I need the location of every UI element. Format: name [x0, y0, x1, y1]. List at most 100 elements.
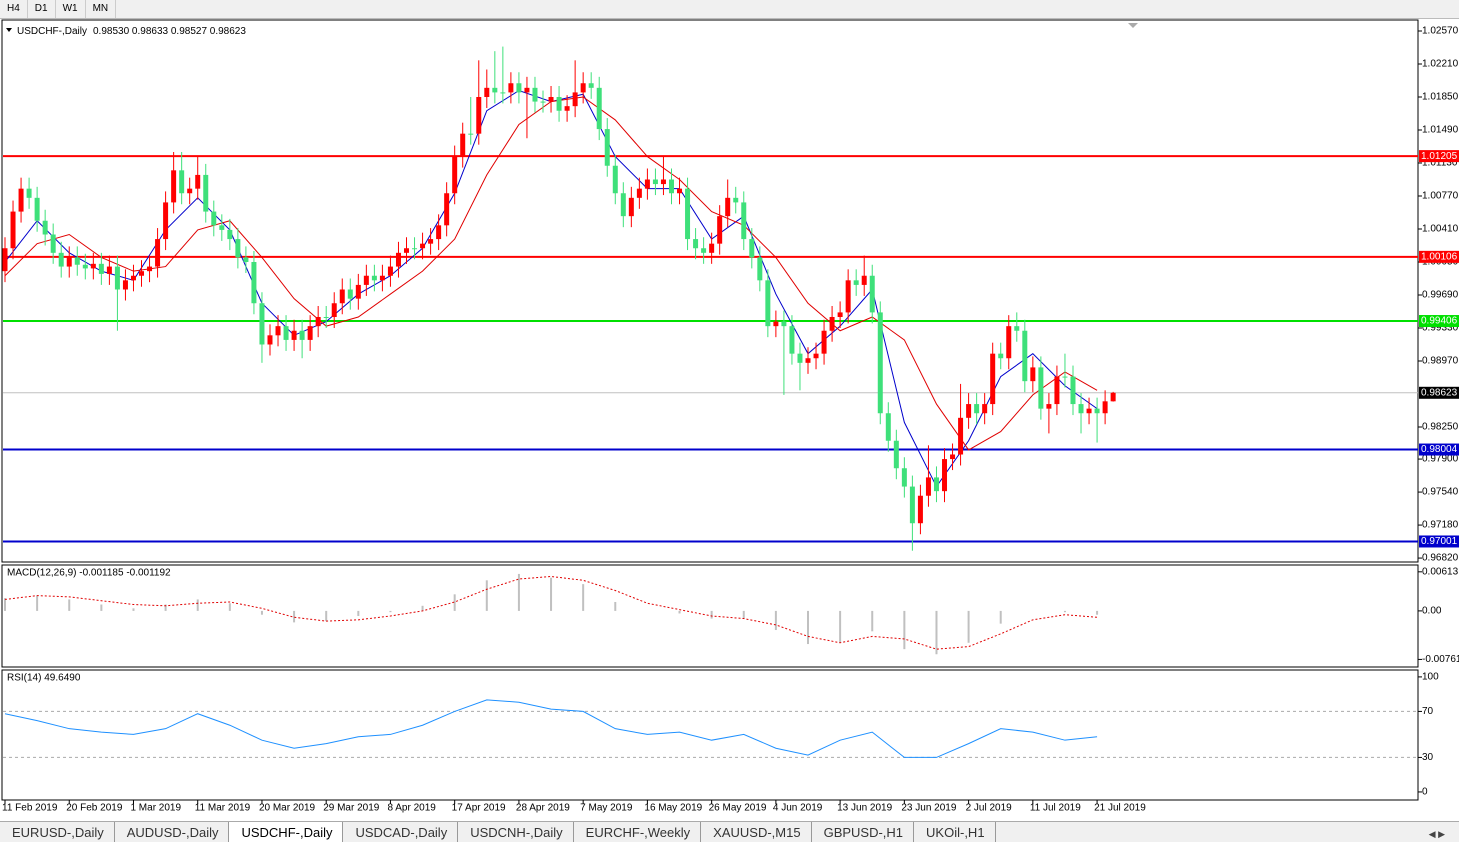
- macd-bar: [100, 604, 103, 611]
- y-tick-label: 1.00410: [1422, 224, 1459, 235]
- candle-body: [789, 326, 795, 354]
- candle-body: [1062, 376, 1068, 378]
- macd-bar: [550, 577, 553, 611]
- candle-body: [315, 316, 321, 327]
- candle-body: [540, 101, 546, 103]
- candle-body: [130, 275, 136, 281]
- candle-body: [122, 280, 128, 290]
- candle-body: [588, 83, 594, 88]
- candle-body: [548, 96, 554, 102]
- candle-body: [468, 133, 474, 135]
- candle-body: [556, 96, 562, 111]
- candle-body: [18, 188, 24, 212]
- candle-body: [572, 92, 578, 107]
- candle-body: [781, 321, 787, 327]
- timeframe-button[interactable]: MN: [86, 0, 117, 18]
- candle-body: [219, 225, 225, 230]
- chart-tab[interactable]: USDCNH-,Daily: [458, 822, 574, 842]
- x-tick-label: 1 Mar 2019: [130, 803, 181, 814]
- candle-body: [155, 239, 161, 267]
- timeframe-button[interactable]: H4: [0, 0, 28, 18]
- level-label: 0.99406: [1421, 316, 1458, 327]
- x-tick-label: 28 Apr 2019: [516, 803, 570, 814]
- candle-body: [805, 358, 811, 363]
- candle-body: [1054, 376, 1060, 405]
- candle-body: [564, 106, 570, 111]
- macd-panel: [1, 564, 1419, 668]
- candle-body: [139, 271, 145, 276]
- macd-bar: [582, 584, 585, 611]
- macd-bar: [517, 573, 520, 611]
- candle-body: [508, 83, 514, 93]
- chart-tab[interactable]: AUDUSD-,Daily: [115, 822, 230, 842]
- tab-scroll[interactable]: ◀ ▶: [1428, 829, 1445, 839]
- candle-body: [628, 197, 634, 217]
- chart-tab[interactable]: USDCHF-,Daily: [229, 822, 344, 842]
- candle-body: [861, 275, 867, 285]
- candle-body: [34, 197, 40, 221]
- candle-body: [259, 303, 265, 345]
- candle-body: [10, 211, 16, 249]
- candle-body: [909, 486, 915, 524]
- candle-body: [749, 239, 755, 258]
- shift-marker: [1128, 23, 1138, 28]
- chart-tab[interactable]: XAUUSD-,M15: [701, 822, 812, 842]
- y-tick-label: 30: [1422, 752, 1434, 763]
- chart-tab[interactable]: EURCHF-,Weekly: [574, 822, 702, 842]
- candle-body: [90, 263, 96, 269]
- timeframe-button[interactable]: W1: [56, 0, 86, 18]
- candle-body: [355, 284, 361, 299]
- x-tick-label: 7 May 2019: [580, 803, 633, 814]
- ohlc-values: 0.98530 0.98633 0.98527 0.98623: [93, 26, 246, 37]
- candle-body: [660, 179, 666, 185]
- x-tick-label: 20 Mar 2019: [259, 803, 316, 814]
- rsi-title: RSI(14) 49.6490: [7, 673, 81, 684]
- candle-body: [66, 257, 72, 267]
- y-tick-label: 0.98250: [1422, 422, 1459, 433]
- candle-body: [147, 266, 153, 272]
- candle-body: [379, 275, 385, 281]
- candle-body: [291, 330, 297, 340]
- candle-body: [371, 275, 377, 281]
- x-tick-label: 11 Jul 2019: [1030, 803, 1081, 814]
- chart-tab[interactable]: GBPUSD-,H1: [812, 822, 915, 842]
- candle-body: [339, 289, 345, 304]
- moving-average: [4, 90, 1098, 488]
- x-tick-label: 20 Feb 2019: [66, 803, 123, 814]
- candle-body: [942, 459, 948, 492]
- x-tick-label: 13 Jun 2019: [837, 803, 892, 814]
- y-tick-label: 1.01490: [1422, 125, 1459, 136]
- candle-body: [420, 243, 426, 249]
- macd-title: MACD(12,26,9) -0.001185 -0.001192: [7, 568, 171, 579]
- candle-body: [58, 252, 64, 267]
- candle-body: [773, 321, 779, 327]
- candle-body: [500, 92, 506, 94]
- candle-body: [347, 289, 353, 299]
- candle-body: [644, 179, 650, 189]
- candle-body: [869, 275, 875, 313]
- y-tick-label: 0.00613: [1422, 566, 1459, 577]
- candle-body: [484, 87, 490, 97]
- candle-body: [765, 280, 771, 327]
- candle-body: [267, 335, 273, 345]
- chart-tab[interactable]: UKOil-,H1: [914, 822, 996, 842]
- candle-body: [532, 87, 538, 102]
- macd-bar: [807, 610, 809, 645]
- timeframe-button[interactable]: D1: [28, 0, 56, 18]
- chart-tab[interactable]: USDCAD-,Daily: [343, 822, 459, 842]
- candle-body: [444, 193, 450, 226]
- macd-bar: [999, 610, 1002, 624]
- candle-body: [950, 454, 956, 460]
- chart-header: USDCHF-,Daily 0.98530 0.98633 0.98527 0.9…: [17, 26, 246, 37]
- y-tick-label: 1.00770: [1422, 191, 1459, 202]
- level-label-box: [1419, 535, 1459, 548]
- chart-tabs: EURUSD-,Daily AUDUSD-,Daily USDCHF-,Daily U…: [0, 821, 1459, 842]
- macd-bar: [903, 610, 906, 650]
- candle-body: [741, 202, 747, 240]
- candle-body: [829, 316, 835, 331]
- y-tick-label: 70: [1422, 706, 1434, 717]
- chart-tab[interactable]: EURUSD-,Daily: [0, 822, 115, 842]
- x-tick-label: 26 May 2019: [709, 803, 767, 814]
- candle-body: [452, 156, 458, 194]
